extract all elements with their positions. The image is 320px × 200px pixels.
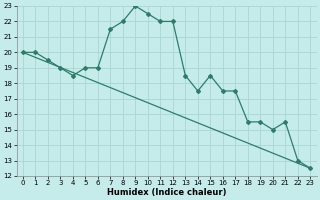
X-axis label: Humidex (Indice chaleur): Humidex (Indice chaleur)	[107, 188, 226, 197]
